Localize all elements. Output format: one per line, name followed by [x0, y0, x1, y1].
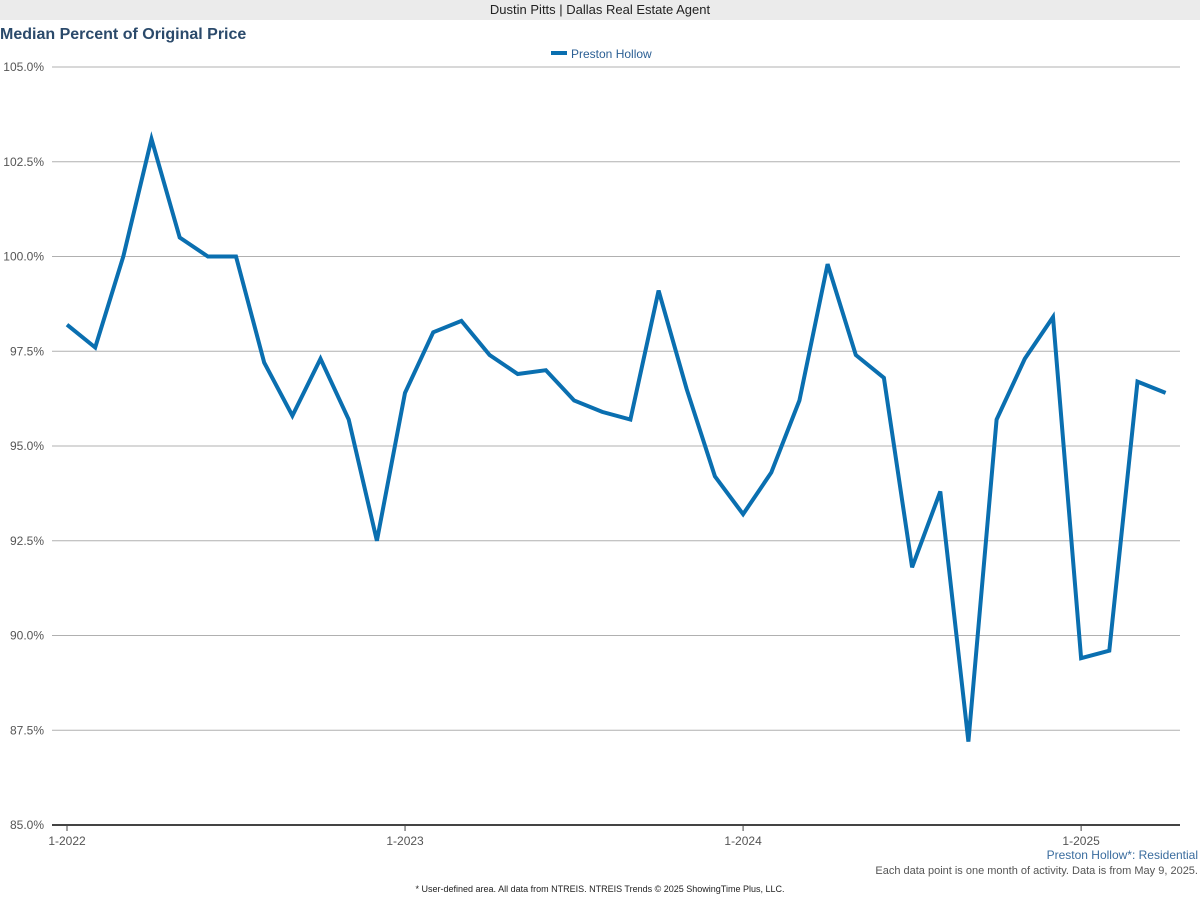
- y-tick-label: 102.5%: [3, 155, 44, 169]
- y-tick-label: 87.5%: [10, 723, 44, 737]
- y-tick-label: 85.0%: [10, 818, 44, 832]
- y-tick-label: 97.5%: [10, 344, 44, 358]
- copyright-note: * User-defined area. All data from NTREI…: [415, 884, 785, 894]
- chart-subtitle: Preston Hollow*: Residential: [1046, 848, 1198, 862]
- x-tick-label: 1-2025: [1062, 834, 1100, 848]
- y-tick-label: 92.5%: [10, 534, 44, 548]
- x-tick-label: 1-2024: [724, 834, 762, 848]
- legend-label: Preston Hollow: [571, 47, 652, 61]
- agent-header: Dustin Pitts | Dallas Real Estate Agent: [0, 0, 1200, 20]
- chart-title: Median Percent of Original Price: [0, 26, 247, 43]
- y-tick-label: 100.0%: [3, 250, 44, 264]
- data-note: Each data point is one month of activity…: [875, 865, 1198, 877]
- series-line: [65, 131, 1167, 742]
- y-tick-label: 105.0%: [3, 60, 44, 74]
- x-tick-label: 1-2022: [48, 834, 86, 848]
- x-tick-label: 1-2023: [386, 834, 424, 848]
- y-tick-label: 95.0%: [10, 439, 44, 453]
- y-tick-label: 90.0%: [10, 629, 44, 643]
